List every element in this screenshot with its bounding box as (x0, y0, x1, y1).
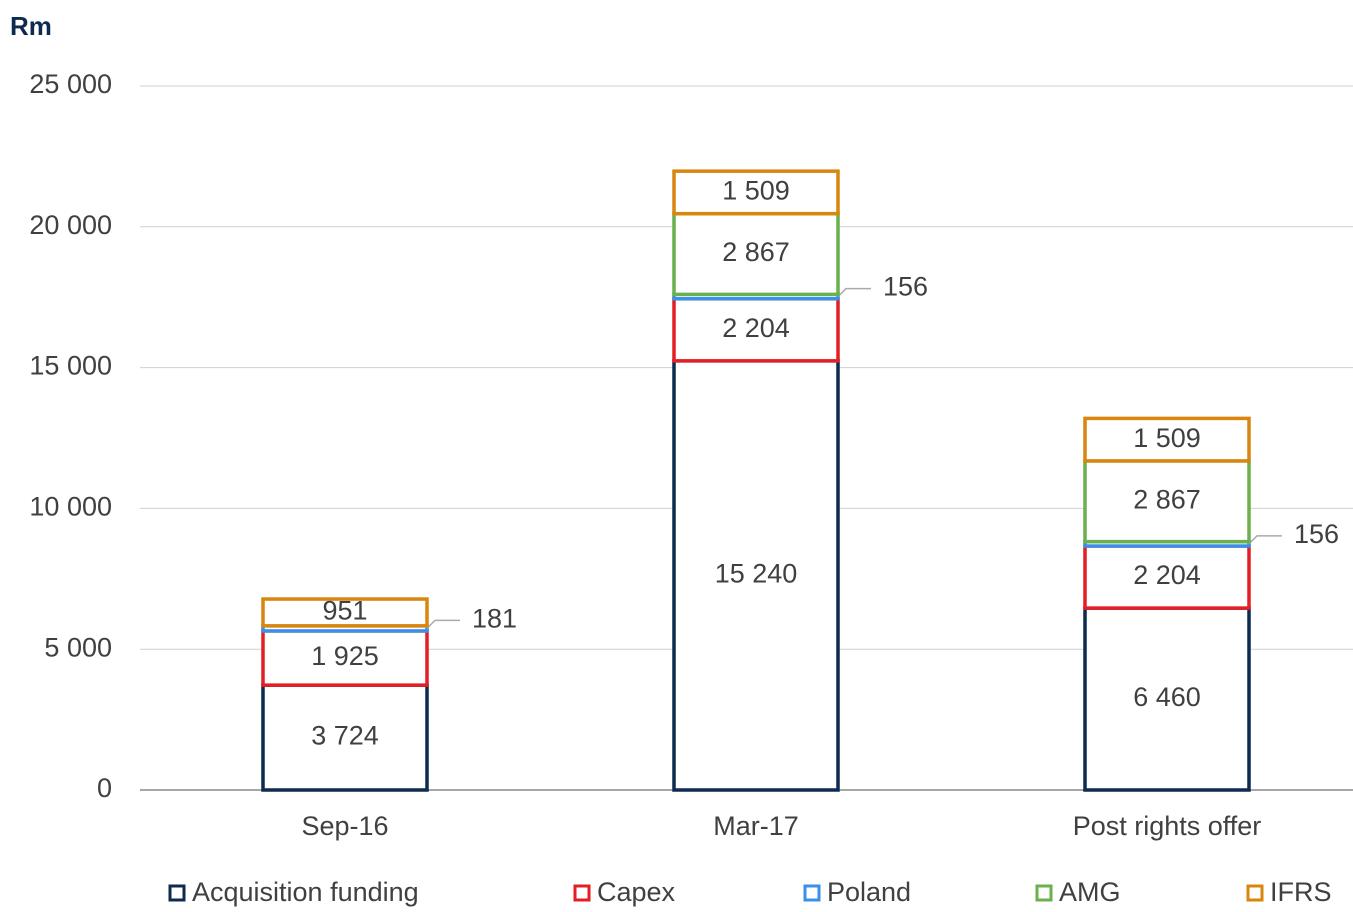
data-label: 951 (322, 596, 367, 626)
legend-swatch (803, 884, 821, 902)
x-tick-label: Sep-16 (301, 811, 388, 841)
bar-segment (1083, 459, 1251, 544)
data-label: 2 204 (1133, 560, 1201, 590)
data-label: 1 509 (1133, 423, 1201, 453)
bar-segment (1083, 544, 1251, 610)
legend-label: Poland (827, 877, 911, 907)
y-tick-label: 20 000 (29, 210, 112, 240)
data-label: 1 509 (722, 176, 790, 206)
bar-segment (1083, 606, 1251, 792)
y-tick-label: 5 000 (44, 632, 112, 662)
y-tick-label: 25 000 (29, 69, 112, 99)
x-tick-label: Mar-17 (713, 811, 799, 841)
data-label: 15 240 (715, 559, 798, 589)
data-label: 6 460 (1133, 682, 1201, 712)
data-label: 2 867 (722, 237, 790, 267)
y-tick-label: 0 (97, 773, 112, 803)
data-label: 1 925 (311, 641, 379, 671)
bar-segment (261, 683, 429, 792)
legend-swatch (1246, 884, 1264, 902)
legend-label: Acquisition funding (192, 877, 419, 907)
legend-swatch (1035, 884, 1053, 902)
leader-line (426, 619, 460, 629)
bar-segment (672, 169, 840, 216)
legend-swatch (168, 884, 186, 902)
leader-line (837, 287, 871, 298)
leader-line (1248, 535, 1282, 545)
y-tick-label: 10 000 (29, 492, 112, 522)
legend-label: Capex (597, 877, 676, 907)
legend-label: IFRS (1270, 877, 1332, 907)
bar-segment (1083, 416, 1251, 463)
data-label: 156 (1294, 519, 1339, 549)
chart-title: Rm (10, 11, 52, 41)
legend-label: AMG (1059, 877, 1121, 907)
y-tick-label: 15 000 (29, 351, 112, 381)
data-label: 2 867 (1133, 484, 1201, 514)
legend-swatch (573, 884, 591, 902)
data-label: 181 (472, 604, 517, 634)
x-tick-label: Post rights offer (1073, 811, 1262, 841)
data-label: 3 724 (311, 721, 379, 751)
bar-segment (261, 629, 429, 687)
data-label: 2 204 (722, 313, 790, 343)
data-label: 156 (883, 272, 928, 302)
bar-segment (261, 597, 429, 628)
